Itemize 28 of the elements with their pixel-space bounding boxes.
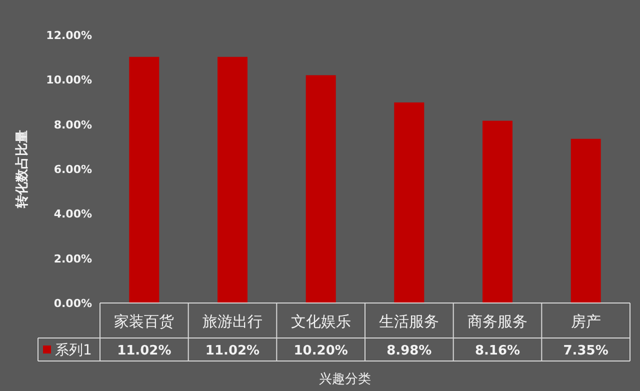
x-tick-label: 家装百货	[114, 312, 174, 330]
bar	[306, 75, 336, 303]
x-tick-label: 旅游出行	[202, 312, 262, 330]
x-axis-title: 兴趣分类	[319, 372, 371, 387]
y-tick-label: 4.00%	[54, 208, 92, 221]
x-tick-label: 房产	[570, 312, 601, 330]
y-tick-label: 8.00%	[54, 118, 92, 132]
y-tick-label: 2.00%	[54, 252, 92, 266]
bar	[218, 56, 248, 303]
y-axis-title: 转化数占比量	[15, 130, 30, 209]
y-tick-label: 12.00%	[46, 29, 92, 42]
data-label: 8.16%	[474, 344, 520, 358]
bar	[129, 56, 160, 303]
y-tick-label: 0.00%	[54, 297, 92, 310]
bar	[394, 102, 424, 303]
bar	[570, 138, 601, 303]
x-tick-label: 商务服务	[468, 312, 528, 330]
data-label: 8.98%	[386, 344, 432, 358]
bar	[482, 120, 512, 303]
data-label: 11.02%	[205, 344, 260, 358]
y-tick-label: 6.00%	[54, 163, 92, 176]
data-label: 7.35%	[563, 344, 608, 358]
legend-label: 系列1	[55, 342, 92, 358]
y-tick-label: 10.00%	[46, 74, 92, 87]
x-tick-label: 生活服务	[379, 312, 440, 330]
data-label: 10.20%	[294, 344, 348, 358]
data-label: 11.02%	[117, 344, 172, 358]
x-tick-label: 文化娱乐	[290, 312, 351, 330]
